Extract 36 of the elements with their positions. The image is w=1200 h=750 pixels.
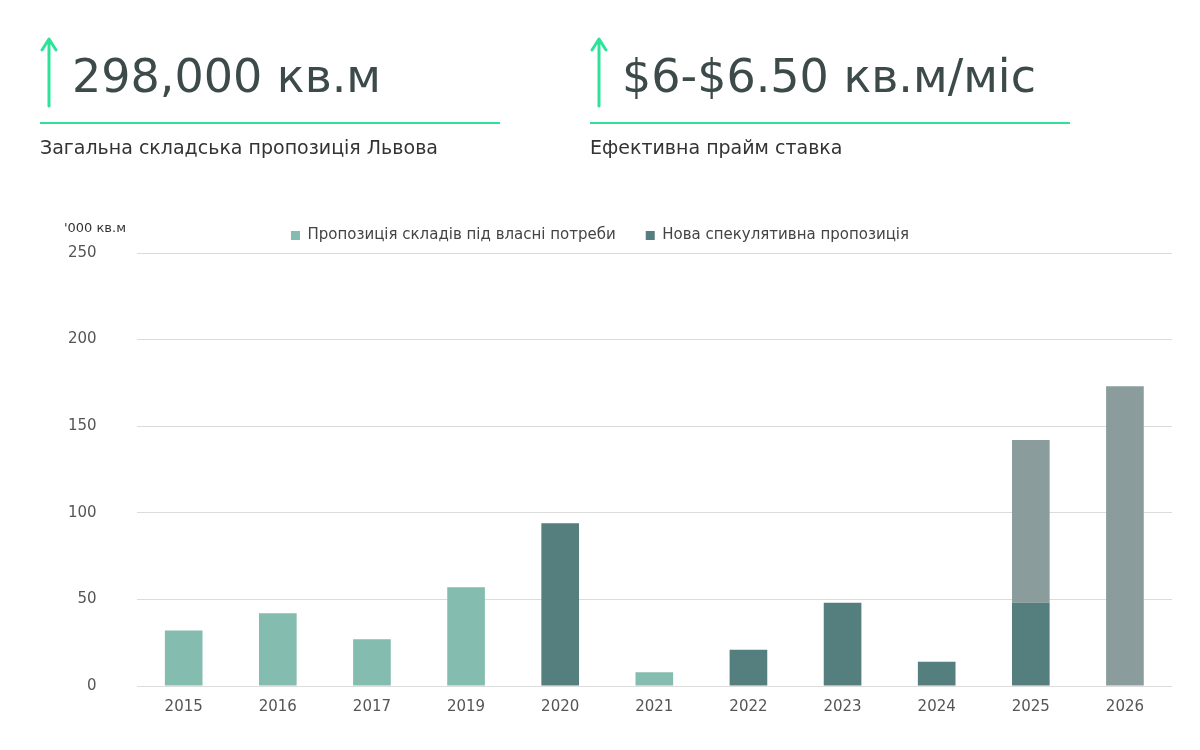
x-tick-label: 2016	[258, 696, 297, 715]
x-tick-label: 2023	[823, 696, 862, 715]
bar	[917, 661, 956, 686]
bar	[1011, 602, 1050, 686]
x-tick-label: 2022	[729, 696, 768, 715]
bar	[823, 602, 862, 686]
legend-label: Нова спекулятивна пропозиція	[662, 225, 910, 244]
text: $6-$6.50 кв.м/міс	[622, 48, 1036, 105]
y-tick-label: 0	[87, 675, 97, 694]
y-tick-label: 150	[67, 416, 97, 435]
bar	[729, 649, 768, 686]
y-tick-label: 200	[67, 329, 97, 348]
y-axis-title: '000 кв.м	[64, 219, 126, 235]
x-tick-label: 2017	[352, 696, 392, 715]
x-tick-label: 2019	[446, 696, 486, 715]
x-tick-label: 2024	[917, 696, 956, 715]
x-tick-label: 2020	[541, 696, 580, 715]
x-tick-label: 2025	[1011, 696, 1050, 715]
y-tick-label: 250	[67, 242, 97, 261]
x-tick-label: 2021	[635, 696, 674, 715]
bar	[1106, 386, 1144, 686]
bar	[541, 523, 580, 686]
text: Загальна складська пропозиція Львова	[40, 136, 439, 158]
x-tick-label: 2026	[1105, 696, 1145, 715]
bar	[447, 587, 485, 686]
x-tick-label: 2015	[164, 696, 203, 715]
bar	[1011, 440, 1050, 603]
y-tick-label: 50	[77, 589, 97, 608]
text: 298,000 кв.м	[72, 48, 382, 105]
y-tick-label: 100	[67, 502, 97, 521]
bar	[635, 672, 674, 686]
bar	[164, 630, 203, 686]
bar	[258, 613, 297, 686]
legend-label: Пропозиція складів під власні потреби	[307, 225, 616, 244]
text: Ефективна прайм ставка	[590, 136, 844, 158]
bar	[353, 639, 391, 686]
